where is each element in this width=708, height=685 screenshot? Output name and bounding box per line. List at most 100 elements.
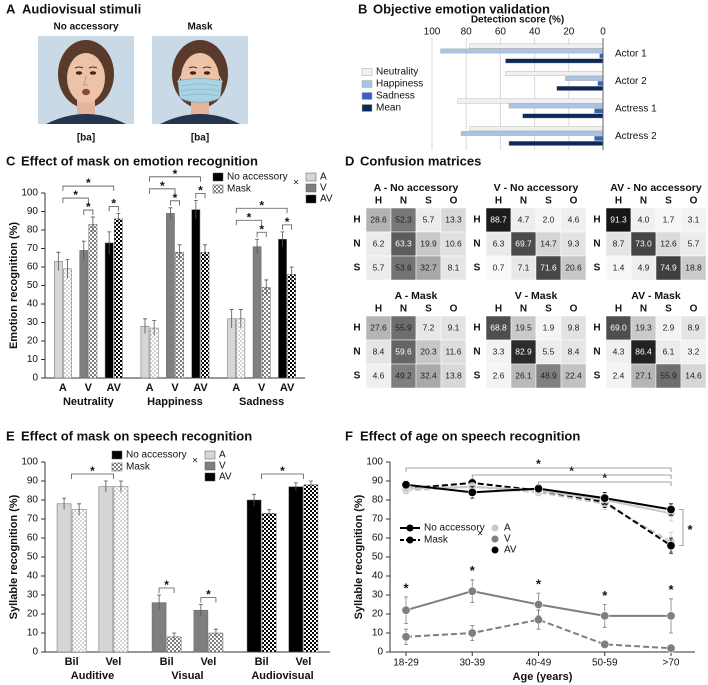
y-tick-label: 100: [21, 457, 38, 468]
significance-bracket: [405, 467, 672, 472]
error-bar: [238, 309, 243, 329]
error-bar: [103, 480, 108, 493]
matrix-cell: [535, 231, 562, 257]
cell-label: 13.8: [445, 370, 462, 380]
legend-separator: ×: [477, 529, 483, 540]
cell-label: 8.4: [568, 346, 580, 356]
image-caption: [ba]: [191, 133, 209, 144]
matrix-cell: [560, 231, 587, 257]
cell-label: 6.3: [493, 238, 505, 248]
cell-label: 32.4: [420, 370, 437, 380]
significance-bracket: [149, 188, 176, 194]
point: [467, 586, 477, 596]
bar: [114, 218, 123, 379]
x-tick-label: Bil: [160, 656, 174, 668]
x-tick-label: Bil: [255, 656, 269, 668]
bar: [56, 503, 72, 653]
matrix-cell: [415, 363, 442, 389]
significance-star: *: [164, 578, 169, 592]
column-label: S: [665, 304, 672, 315]
x-tick-label: Bil: [65, 656, 79, 668]
significance-star: *: [160, 179, 165, 193]
cell-label: 6.2: [373, 238, 385, 248]
significance-bracket: [471, 474, 672, 479]
point: [666, 611, 676, 621]
error-bar: [293, 482, 298, 491]
y-tick-label: 30: [27, 317, 39, 328]
significance-star: *: [86, 176, 91, 190]
significance-bracket: [149, 176, 201, 182]
category-label: Actress 1: [615, 103, 657, 114]
y-tick-label: 0: [377, 647, 383, 658]
bar: [252, 246, 262, 379]
cell-label: 10.6: [445, 238, 462, 248]
cell-label: 59.6: [395, 346, 412, 356]
image-label: Mask: [187, 22, 212, 33]
matrix-cell: [365, 315, 392, 341]
significance-bracket: [261, 473, 304, 479]
error-bar: [229, 309, 234, 329]
column-label: S: [425, 196, 432, 207]
cell-label: 69.7: [515, 238, 532, 248]
column-label: N: [640, 196, 647, 207]
y-tick-label: 40: [27, 571, 39, 582]
bar: [508, 140, 604, 146]
y-tick-label: 50: [27, 552, 39, 563]
matrix-cell: [510, 231, 537, 257]
column-label: S: [425, 304, 432, 315]
cell-label: 11.6: [446, 346, 462, 356]
row-label: H: [353, 323, 360, 334]
error-bar: [177, 244, 182, 260]
row-label: H: [593, 323, 600, 334]
panel-letter: E: [6, 428, 15, 443]
bar: [200, 251, 210, 379]
y-tick-label: 80: [27, 225, 39, 236]
bar: [287, 274, 296, 379]
legend-separator: ×: [293, 178, 299, 189]
point: [401, 480, 411, 490]
column-label: O: [450, 304, 458, 315]
cell-label: 7.1: [518, 262, 530, 272]
significance-bracket: [108, 205, 119, 212]
point: [467, 487, 477, 497]
error-bar: [308, 480, 313, 489]
row-label: N: [353, 239, 360, 250]
cell-label: 8.7: [613, 238, 625, 248]
matrix-cell: [440, 339, 467, 365]
bar: [191, 209, 201, 379]
bar: [460, 131, 604, 136]
legend-label: Happiness: [376, 79, 423, 90]
matrix-cell: [535, 363, 562, 389]
point: [533, 599, 543, 609]
bar: [140, 325, 150, 379]
x-tick-label: Vel: [295, 656, 311, 668]
matrix-cell: [560, 207, 587, 233]
y-tick-label: 80: [372, 495, 384, 506]
cell-label: 53.6: [395, 262, 412, 272]
significance-star: *: [259, 222, 264, 236]
row-label: N: [473, 347, 480, 358]
y-axis-title: Syllable recognition (%): [8, 494, 20, 619]
y-tick-label: 50: [372, 552, 384, 563]
y-tick-label: 90: [27, 206, 39, 217]
matrix-cell: [605, 339, 632, 365]
legend-swatch: [305, 172, 317, 182]
legend-label: V: [219, 461, 226, 472]
error-bar: [90, 216, 95, 232]
legend-marker: [491, 535, 499, 543]
bar: [166, 213, 175, 379]
legend-label: A: [504, 523, 511, 534]
matrix-cell: [390, 207, 417, 233]
matrix-cell: [415, 339, 442, 365]
cell-label: 4.7: [518, 214, 530, 224]
error-bar: [202, 244, 207, 260]
error-bar: [152, 320, 157, 336]
legend-label: No accessory: [227, 172, 288, 183]
bar: [594, 136, 604, 141]
y-tick-label: 40: [27, 299, 39, 310]
error-bar: [143, 318, 148, 334]
cell-label: 9.1: [448, 322, 460, 332]
category-label: Actress 2: [615, 131, 657, 142]
legend-label: Mask: [126, 462, 151, 473]
